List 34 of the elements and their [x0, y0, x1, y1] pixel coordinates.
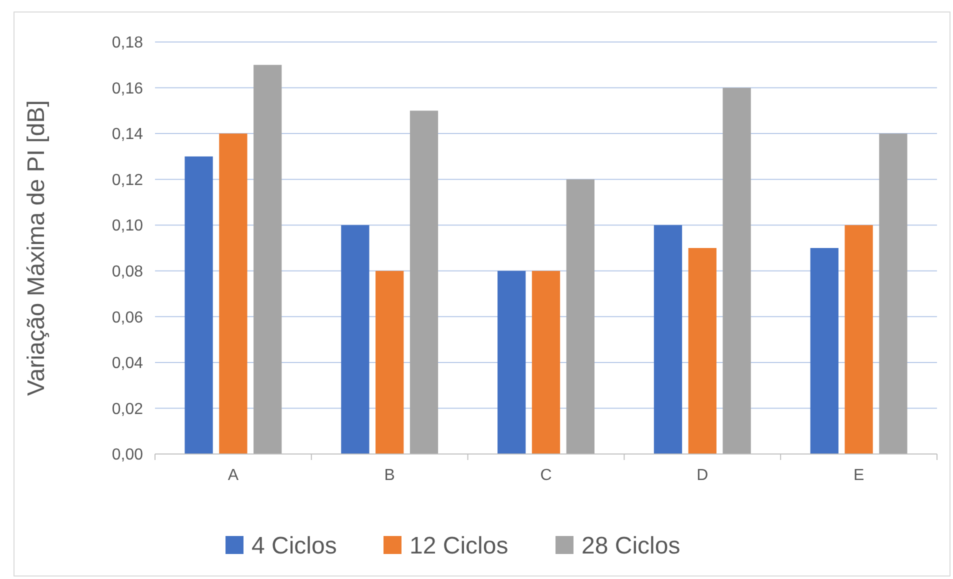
- y-tick-label: 0,14: [112, 126, 144, 144]
- y-axis-title: Variação Máxima de PI [dB]: [23, 100, 50, 396]
- bar: [688, 248, 716, 454]
- bar: [184, 156, 213, 454]
- bar: [498, 270, 526, 454]
- x-tick-label: B: [384, 467, 395, 484]
- bar: [722, 88, 751, 454]
- y-tick-label: 0,08: [112, 263, 144, 280]
- y-tick-label: 0,02: [112, 400, 144, 418]
- bar: [219, 134, 248, 454]
- bar: [566, 179, 594, 454]
- bar: [810, 248, 838, 454]
- bar: [654, 225, 682, 454]
- x-tick-label: C: [540, 467, 552, 484]
- y-tick-label: 0,04: [112, 355, 144, 372]
- x-tick-label: A: [228, 467, 239, 484]
- y-tick-label: 0,00: [112, 446, 144, 464]
- x-tick-label: E: [853, 467, 864, 484]
- x-tick-label: D: [696, 467, 708, 484]
- legend-label: 28 Ciclos: [582, 532, 680, 560]
- y-tick-label: 0,06: [112, 309, 144, 326]
- bar: [410, 110, 438, 454]
- legend-label: 12 Ciclos: [410, 532, 508, 560]
- bar: [879, 134, 908, 454]
- bar: [341, 225, 370, 454]
- bar: [532, 270, 560, 454]
- y-tick-label: 0,10: [112, 218, 144, 235]
- bar: [376, 270, 404, 454]
- bar: [254, 64, 282, 454]
- y-tick-label: 0,12: [112, 172, 144, 189]
- y-tick-label: 0,16: [112, 80, 144, 98]
- y-tick-label: 0,18: [112, 34, 144, 52]
- legend-label: 4 Ciclos: [252, 532, 337, 560]
- bar: [844, 225, 873, 454]
